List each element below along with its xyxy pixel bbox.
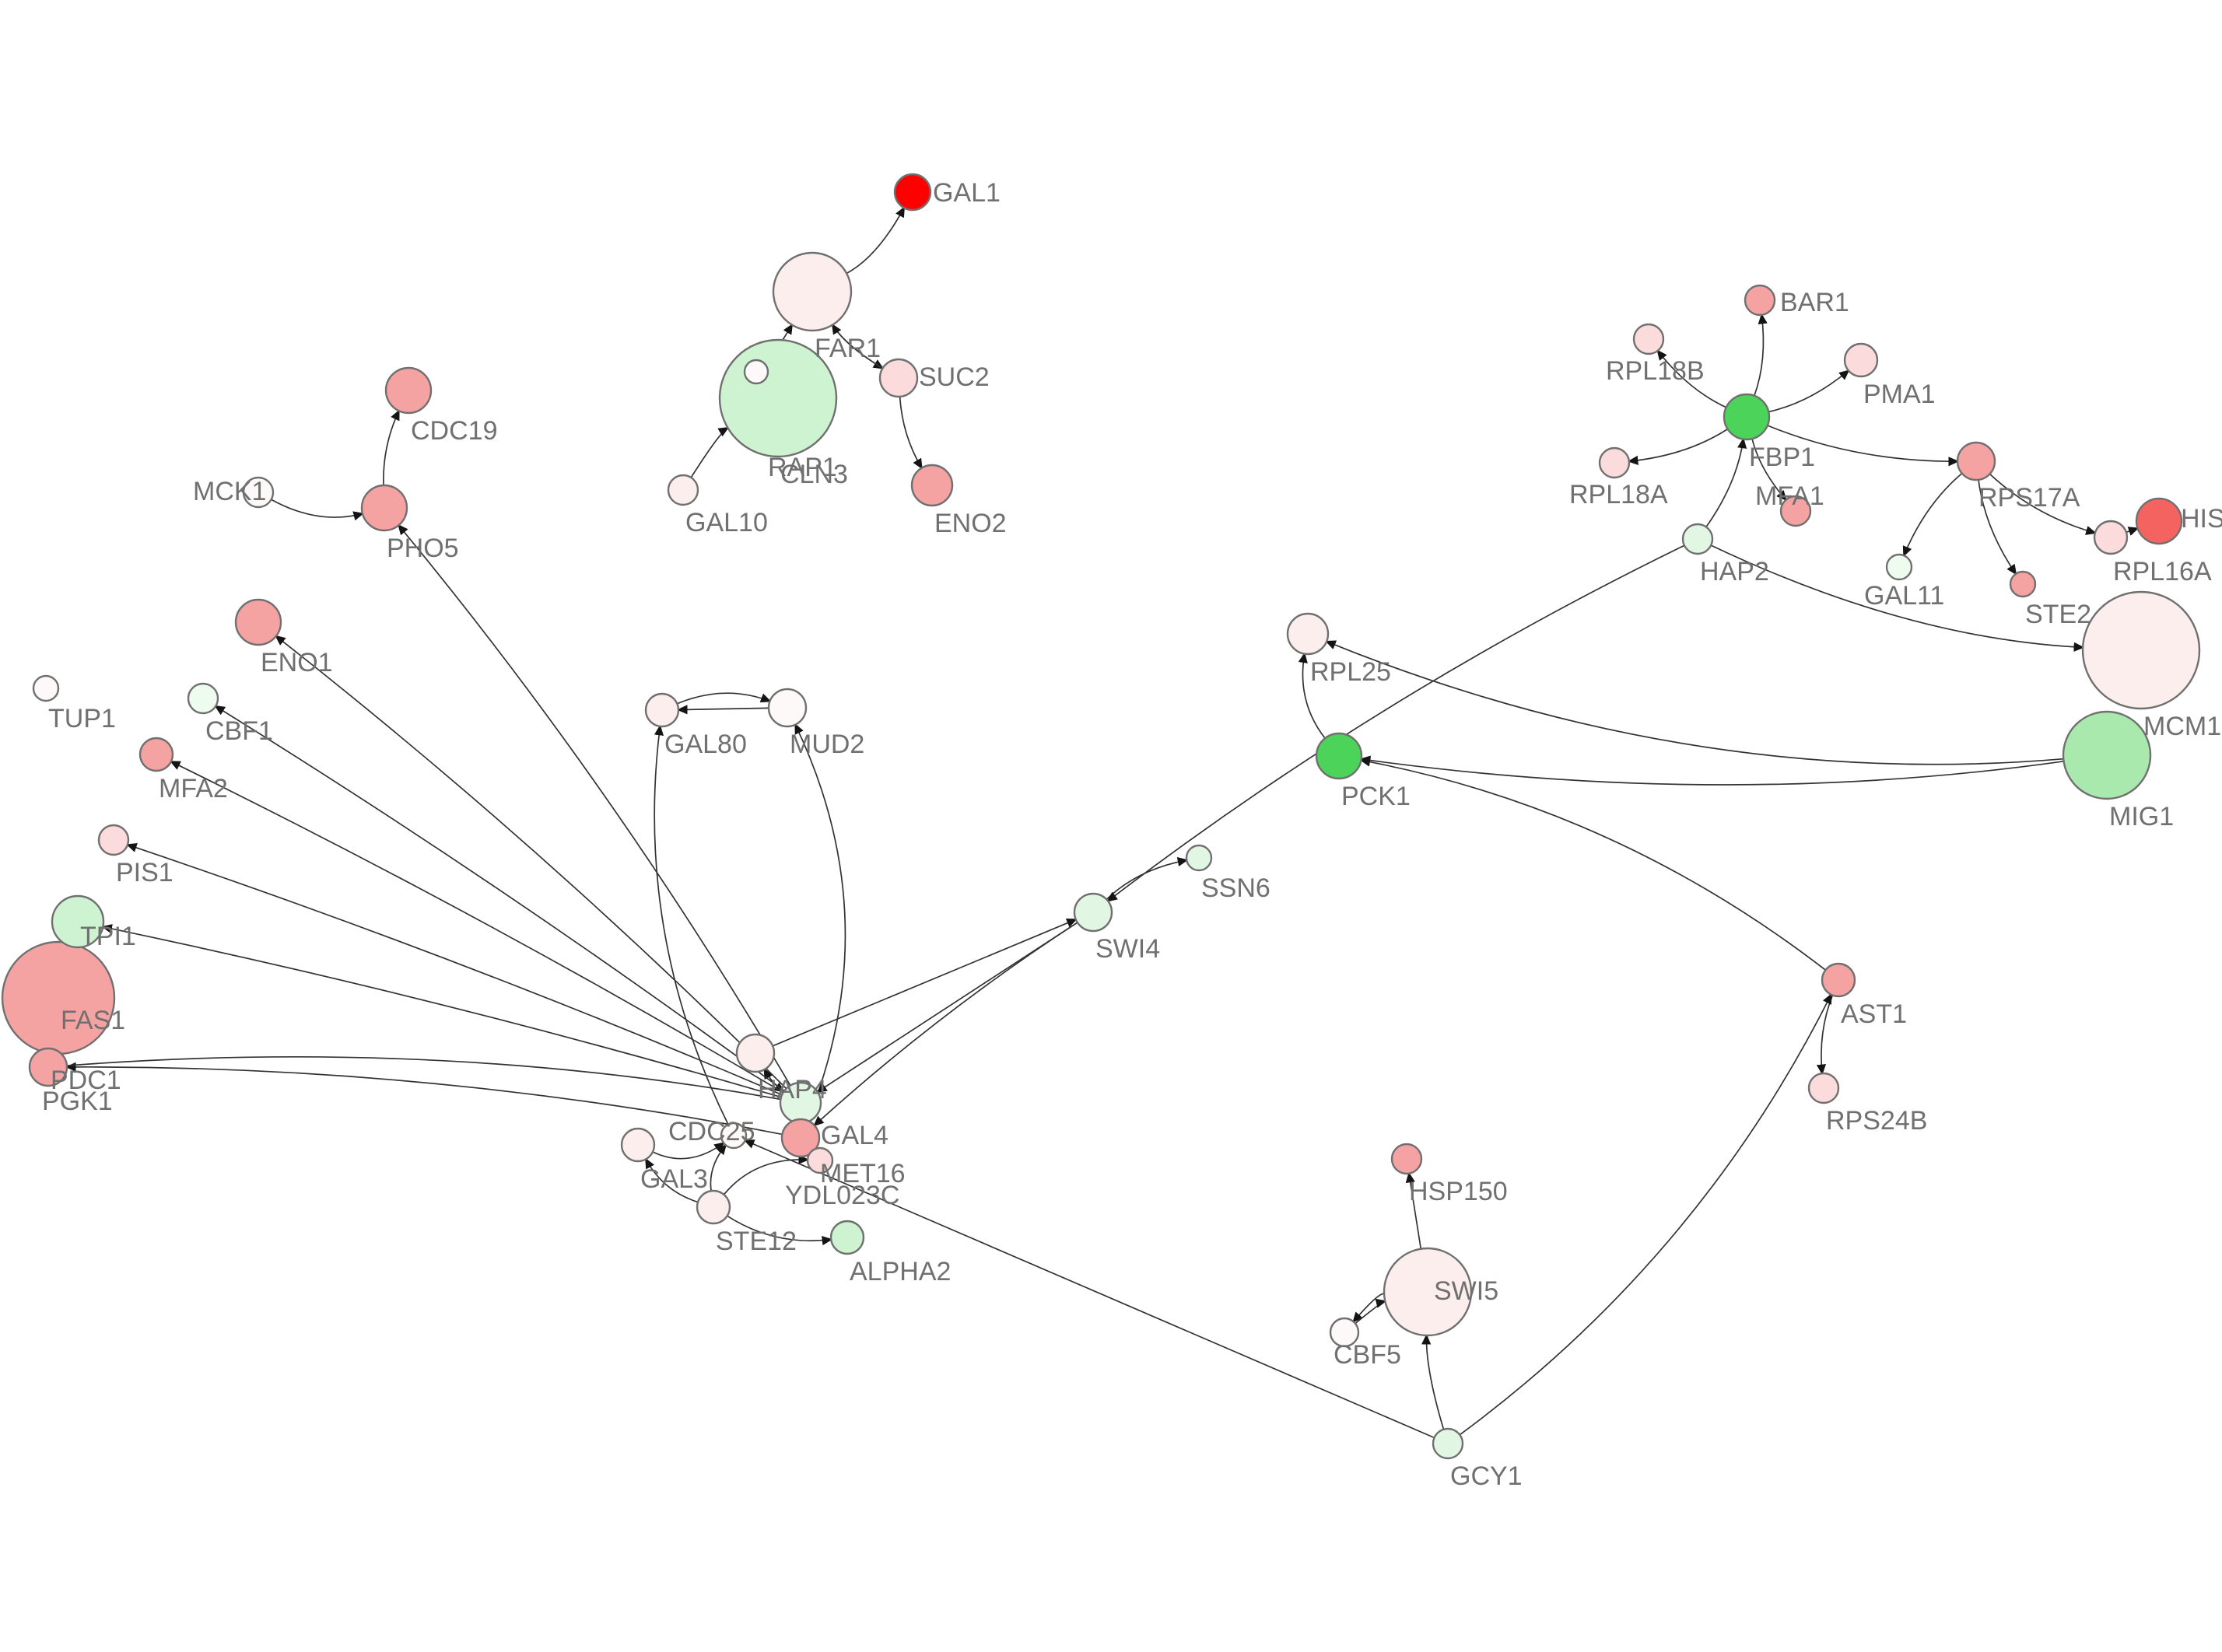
svg-text:GAL10: GAL10 — [685, 508, 768, 537]
svg-text:GAL80: GAL80 — [664, 730, 747, 759]
svg-text:PCK1: PCK1 — [1341, 782, 1411, 811]
svg-text:ENO2: ENO2 — [934, 509, 1007, 538]
svg-text:CBF5: CBF5 — [1334, 1340, 1401, 1370]
svg-text:HAP2: HAP2 — [1700, 557, 1769, 586]
svg-text:HSP150: HSP150 — [1409, 1177, 1508, 1206]
svg-text:MFA1: MFA1 — [1755, 481, 1824, 511]
svg-text:HAP4: HAP4 — [758, 1075, 827, 1104]
svg-text:FAS1: FAS1 — [61, 1006, 125, 1035]
svg-text:PMA1: PMA1 — [1863, 380, 1936, 409]
svg-text:RPS17A: RPS17A — [1978, 483, 2080, 513]
svg-text:STE12: STE12 — [716, 1227, 797, 1256]
svg-text:PIS1: PIS1 — [116, 858, 173, 887]
svg-text:MUD2: MUD2 — [790, 730, 864, 759]
svg-text:GAL1: GAL1 — [933, 178, 1001, 208]
svg-text:RPL25: RPL25 — [1310, 657, 1391, 687]
svg-text:ALPHA2: ALPHA2 — [850, 1257, 951, 1286]
svg-text:PGK1: PGK1 — [42, 1087, 113, 1116]
svg-text:RPS24B: RPS24B — [1826, 1106, 1927, 1136]
svg-text:SWI4: SWI4 — [1095, 934, 1160, 964]
svg-text:GAL11: GAL11 — [1864, 581, 1944, 611]
svg-text:AST1: AST1 — [1841, 999, 1907, 1029]
svg-text:GCY1: GCY1 — [1450, 1461, 1523, 1491]
svg-text:MCK1: MCK1 — [193, 477, 266, 506]
svg-text:STE2: STE2 — [2025, 600, 2091, 629]
svg-text:PHO5: PHO5 — [387, 534, 459, 563]
svg-text:RAP1: RAP1 — [768, 453, 837, 482]
svg-text:RPL16A: RPL16A — [2113, 557, 2212, 586]
svg-text:SSN6: SSN6 — [1201, 873, 1270, 903]
svg-text:ENO1: ENO1 — [261, 648, 333, 677]
svg-text:MCM1: MCM1 — [2143, 712, 2221, 741]
svg-text:RPL18B: RPL18B — [1606, 356, 1705, 386]
svg-text:FAR1: FAR1 — [815, 334, 881, 363]
svg-text:SWI5: SWI5 — [1434, 1276, 1498, 1306]
svg-text:TUP1: TUP1 — [48, 704, 116, 733]
svg-text:GAL3: GAL3 — [640, 1164, 708, 1194]
svg-text:GAL4: GAL4 — [821, 1121, 888, 1150]
svg-text:MFA2: MFA2 — [159, 774, 228, 803]
svg-text:HIS4: HIS4 — [2181, 504, 2222, 534]
svg-text:MET16: MET16 — [820, 1159, 906, 1188]
svg-text:CDC19: CDC19 — [411, 416, 497, 446]
svg-text:TPI1: TPI1 — [80, 922, 136, 951]
svg-text:CDC25: CDC25 — [668, 1117, 755, 1146]
svg-text:BAR1: BAR1 — [1780, 288, 1849, 317]
svg-text:MIG1: MIG1 — [2109, 802, 2174, 831]
svg-text:FBP1: FBP1 — [1749, 443, 1815, 472]
svg-text:RPL18A: RPL18A — [1569, 480, 1668, 509]
svg-text:SUC2: SUC2 — [919, 362, 990, 392]
svg-text:CBF1: CBF1 — [205, 716, 273, 746]
